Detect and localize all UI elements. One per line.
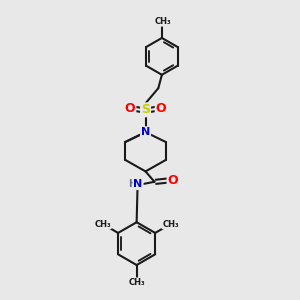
Text: CH₃: CH₃ — [162, 220, 179, 229]
Text: N: N — [134, 179, 143, 189]
Text: O: O — [156, 102, 166, 115]
Text: H: H — [128, 179, 136, 189]
Text: CH₃: CH₃ — [94, 220, 111, 229]
Text: S: S — [141, 103, 150, 116]
Text: O: O — [168, 174, 178, 187]
Text: O: O — [125, 102, 135, 115]
Text: CH₃: CH₃ — [128, 278, 145, 287]
Text: N: N — [141, 127, 150, 137]
Text: CH₃: CH₃ — [154, 17, 171, 26]
